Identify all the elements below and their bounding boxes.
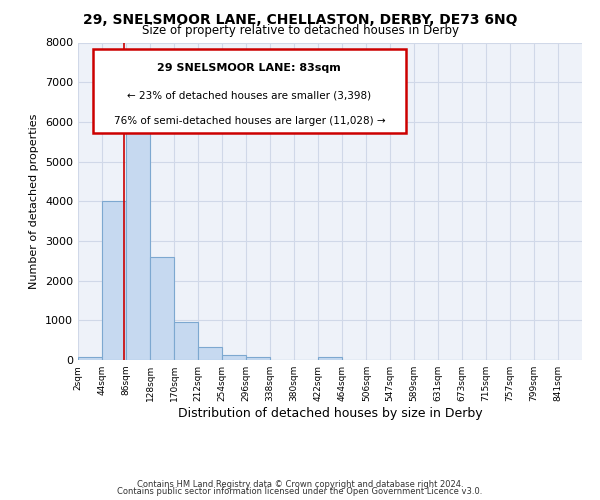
Text: Size of property relative to detached houses in Derby: Size of property relative to detached ho… <box>142 24 458 37</box>
Bar <box>198 348 222 360</box>
Bar <box>126 98 150 360</box>
FancyBboxPatch shape <box>93 49 406 133</box>
Bar <box>78 358 102 360</box>
X-axis label: Distribution of detached houses by size in Derby: Distribution of detached houses by size … <box>178 407 482 420</box>
Bar <box>150 257 174 360</box>
Text: 29, SNELSMOOR LANE, CHELLASTON, DERBY, DE73 6NQ: 29, SNELSMOOR LANE, CHELLASTON, DERBY, D… <box>83 12 517 26</box>
Text: ← 23% of detached houses are smaller (3,398): ← 23% of detached houses are smaller (3,… <box>127 90 371 100</box>
Bar <box>174 322 198 360</box>
Y-axis label: Number of detached properties: Number of detached properties <box>29 114 40 289</box>
Bar <box>318 357 342 360</box>
Text: 76% of semi-detached houses are larger (11,028) →: 76% of semi-detached houses are larger (… <box>113 116 385 126</box>
Bar <box>246 357 270 360</box>
Text: Contains public sector information licensed under the Open Government Licence v3: Contains public sector information licen… <box>118 487 482 496</box>
Text: 29 SNELSMOOR LANE: 83sqm: 29 SNELSMOOR LANE: 83sqm <box>157 63 341 73</box>
Text: Contains HM Land Registry data © Crown copyright and database right 2024.: Contains HM Land Registry data © Crown c… <box>137 480 463 489</box>
Bar <box>102 201 126 360</box>
Bar <box>222 355 246 360</box>
